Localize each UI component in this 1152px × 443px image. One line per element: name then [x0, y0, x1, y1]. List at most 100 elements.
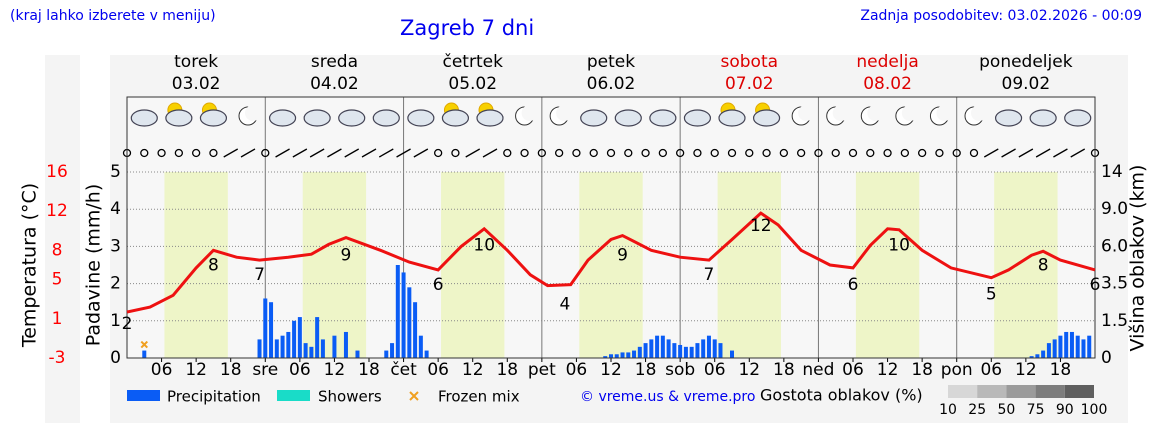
day-name: petek [587, 52, 635, 72]
precip-bar [626, 352, 631, 358]
x-tick-label: 18 [1050, 360, 1072, 380]
x-tick-label: 06 [151, 360, 173, 380]
temp-label: 6 [848, 275, 859, 295]
precip-bar [142, 350, 147, 358]
x-tick-label: 06 [842, 360, 864, 380]
precip-bar [320, 339, 325, 358]
temp-label: 5 [986, 285, 997, 305]
x-tick-label: 12 [185, 360, 207, 380]
cloud-legend-label: 25 [968, 402, 986, 418]
precip-bar [280, 335, 285, 358]
left-panel [45, 55, 80, 423]
precip-bar [643, 343, 648, 358]
wind-barb [240, 148, 256, 158]
temp-label: 4 [559, 294, 570, 314]
y2-tick-label: 14 [1101, 162, 1123, 182]
wind-calm [174, 148, 184, 158]
wind-calm [675, 148, 685, 158]
day-name: sobota [721, 52, 779, 72]
icon-cloud [1029, 109, 1057, 127]
icon-moon-cut [556, 105, 573, 121]
x-tick-label: 06 [566, 360, 588, 380]
icon-cloud [199, 109, 228, 127]
temp-label: 9 [617, 246, 628, 266]
x-tick-label: čet [390, 360, 417, 380]
day-date: 08.02 [863, 74, 912, 94]
day-date: 05.02 [448, 74, 497, 94]
icon-cloud [303, 109, 331, 127]
daylight-band [302, 172, 367, 358]
temp-label: 10 [473, 236, 495, 256]
y2-tick-label: 0 [1101, 348, 1112, 368]
wind-calm [503, 148, 512, 158]
temp-label: 2 [122, 314, 133, 334]
precip-bar [309, 346, 314, 358]
wind-barb [361, 148, 377, 158]
plot-frame [126, 96, 1096, 359]
wind-calm [191, 148, 201, 158]
cloud-swatch [1064, 385, 1094, 398]
icon-moon-cut [521, 105, 538, 121]
precip-bar [303, 343, 308, 358]
precip-bar [701, 339, 706, 358]
precip-bar [269, 302, 274, 358]
wind-calm [814, 148, 823, 158]
wind-barb [327, 148, 342, 158]
wind-calm [848, 148, 858, 158]
precip-bar [257, 339, 262, 358]
icon-moon-cut [971, 105, 987, 121]
cloud-swatch [977, 385, 1007, 398]
wind-calm [917, 148, 927, 158]
subtitle: (kraj lahko izberete v meniju) [10, 8, 216, 24]
wind-calm [727, 148, 737, 158]
wind-barb [465, 148, 481, 158]
y-tick-label: 4 [110, 199, 121, 219]
precip-bar [274, 339, 279, 358]
icon-moon-cut [798, 105, 815, 121]
y-axis-label: Padavine (mm/h) [83, 184, 105, 347]
precip-bar [706, 335, 711, 358]
day-name: torek [174, 52, 218, 72]
x-tick-label: pon [941, 360, 973, 380]
wind-calm [969, 148, 979, 158]
wind-barb [1070, 148, 1086, 158]
y-tick-label: 0 [110, 348, 121, 368]
wind-barb [344, 148, 360, 158]
wind-calm [261, 148, 270, 158]
precip-bar [1064, 331, 1069, 358]
icon-cloud [614, 109, 642, 127]
precip-bar [343, 331, 348, 358]
icon-cloud [649, 109, 677, 127]
precip-bar [1052, 339, 1057, 358]
daylight-band [441, 172, 505, 358]
precip-bar [718, 343, 723, 358]
wind-barb [1018, 148, 1034, 158]
precip-bar [263, 298, 268, 358]
day-date: 09.02 [1002, 74, 1051, 94]
precip-bar [1075, 335, 1080, 358]
precip-bar [407, 287, 412, 358]
x-tick-label: 12 [1015, 360, 1037, 380]
icon-cloud [338, 109, 366, 127]
temp-label: 7 [254, 265, 265, 285]
legend-label: Showers [318, 388, 382, 406]
icon-moon-cut [867, 105, 884, 121]
wind-calm [710, 148, 719, 158]
cloud-legend-label: 10 [939, 402, 957, 418]
precip-bar [395, 265, 400, 358]
precip-bar [1046, 343, 1051, 358]
x-tick-label: pet [528, 360, 556, 380]
cloud-legend-label: 90 [1056, 402, 1074, 418]
precip-bar [666, 339, 671, 358]
wind-barb [275, 148, 290, 158]
wind-barb [1035, 148, 1051, 158]
temp-tick-label: 8 [52, 240, 63, 260]
wind-calm [762, 148, 771, 158]
wind-barb [1053, 148, 1068, 158]
legend-label: Frozen mix [438, 388, 520, 406]
daylight-band [994, 172, 1058, 358]
wind-barb [482, 148, 498, 158]
precip-bar [603, 356, 608, 358]
precip-bar [292, 320, 297, 358]
wind-barb [1001, 148, 1016, 158]
